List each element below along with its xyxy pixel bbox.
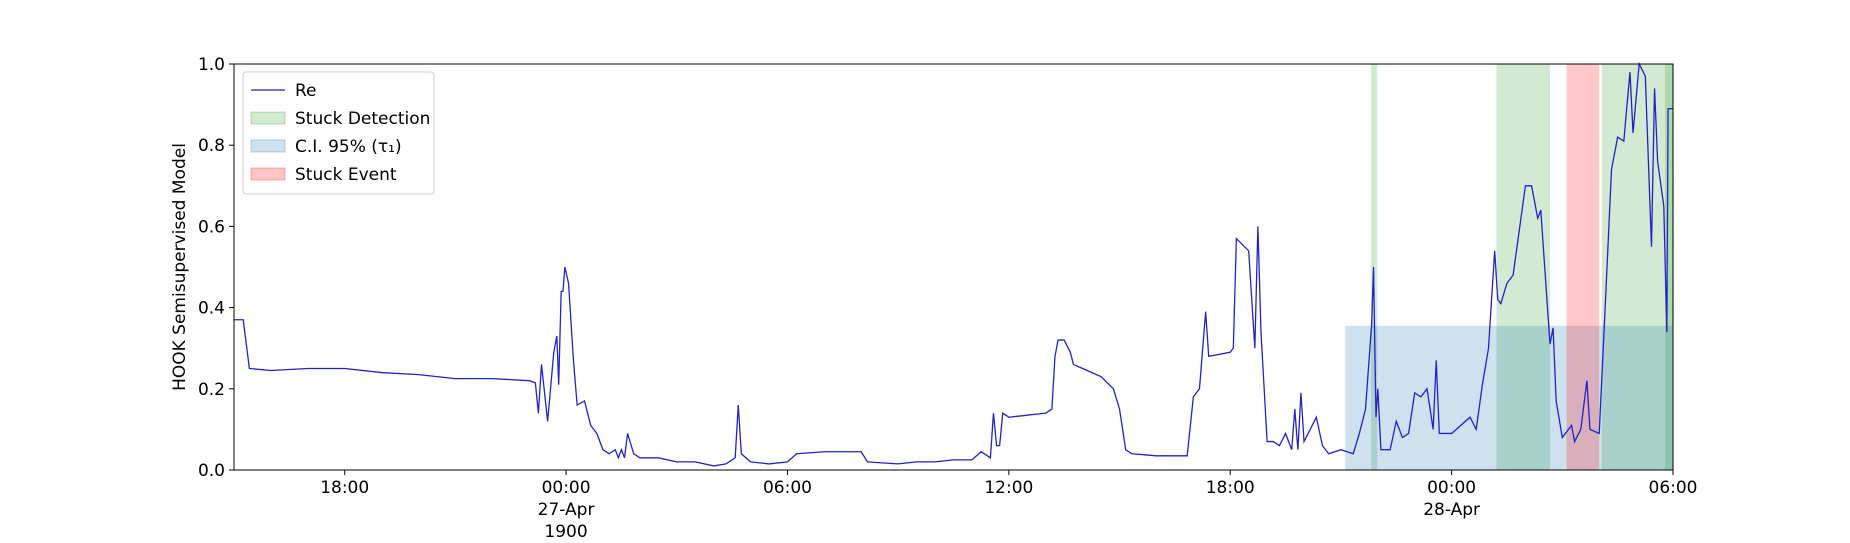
x-tick-label: 12:00 xyxy=(984,478,1034,498)
x-tick-label: 06:00 xyxy=(1648,478,1698,498)
x-tick-label: 00:00 27-Apr 1900 xyxy=(537,478,595,542)
x-tick-label: 18:00 xyxy=(320,478,370,498)
legend-swatch xyxy=(250,139,286,153)
legend-swatch xyxy=(250,111,286,125)
span xyxy=(1566,64,1600,470)
line xyxy=(234,61,1673,467)
span xyxy=(1345,325,1673,470)
y-tick-label: 0.0 xyxy=(198,461,225,481)
legend-swatch xyxy=(250,167,286,181)
span xyxy=(1665,64,1673,470)
y-tick-label: 1.0 xyxy=(198,55,225,75)
legend: Re Stuck Detection C.I. 95% (τ₁) Stuck Even… xyxy=(242,71,435,195)
span xyxy=(1496,64,1551,470)
span xyxy=(1601,64,1673,470)
x-tick-label: 06:00 xyxy=(762,478,812,498)
chart: HOOK Semisupervised Model 0.0 0.2 0.4 0.6 0.… xyxy=(170,55,1674,481)
y-axis-label: HOOK Semisupervised Model xyxy=(170,143,190,391)
legend-box xyxy=(242,71,435,195)
x-tick-label: 00:00 28-Apr xyxy=(1423,478,1481,520)
y-tick-label: 0.6 xyxy=(198,217,225,237)
page: HOOK Semisupervised Model 0.0 0.2 0.4 0.6 0.… xyxy=(170,55,1698,542)
y-tick-label: 0.2 xyxy=(198,380,225,400)
legend-label: Stuck Event xyxy=(295,165,397,185)
y-tick-label: 0.8 xyxy=(198,136,225,156)
x-tick-label: 18:00 xyxy=(1205,478,1255,498)
legend-label: Stuck Detection xyxy=(295,109,430,129)
plot-frame xyxy=(233,63,1674,471)
legend-label: Re xyxy=(295,81,317,101)
y-tick-label: 0.4 xyxy=(198,299,225,319)
legend-label: C.I. 95% (τ₁) xyxy=(295,137,402,157)
